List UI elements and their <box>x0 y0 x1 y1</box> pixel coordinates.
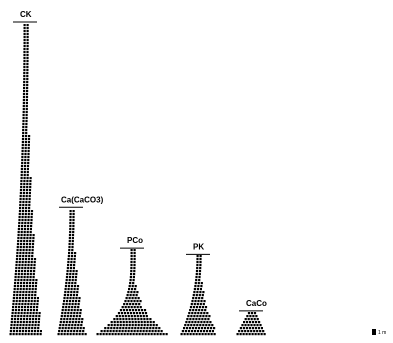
peak-label: Ca(CaCO3) <box>61 195 104 204</box>
peak-label: CK <box>20 10 32 19</box>
peak-pk: PK <box>180 242 216 336</box>
peak-label: PK <box>193 242 204 251</box>
peak-ck: CK <box>9 10 42 336</box>
peaks-group: CK Ca(CaCO3) PCo PK CaCo <box>9 10 267 336</box>
scale-bar-mark <box>372 329 376 335</box>
peak-label: CaCo <box>246 299 267 308</box>
scale-bar: 1 m <box>372 329 386 336</box>
peak-caco: CaCo <box>236 299 267 336</box>
scale-bar-label: 1 m <box>378 330 386 336</box>
peak-ca-caco3: Ca(CaCO3) <box>57 195 104 336</box>
peak-pco: PCo <box>96 236 168 336</box>
peak-label: PCo <box>127 236 143 245</box>
